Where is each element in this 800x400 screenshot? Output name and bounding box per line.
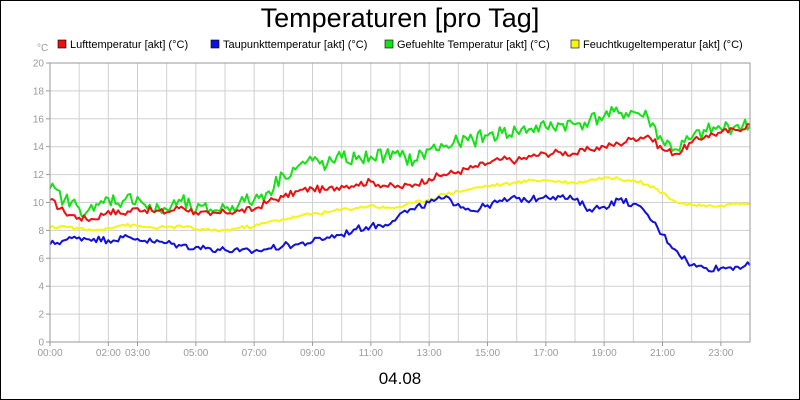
chart-title: Temperaturen [pro Tag] [261,3,540,33]
y-tick-label: 18 [33,86,45,97]
x-tick-label: 19:00 [592,348,617,359]
legend-swatch [384,39,394,49]
legend-label: Taupunkttemperatur [akt] (°C) [223,39,367,51]
y-tick-label: 20 [33,59,45,70]
y-tick-label: 10 [33,198,45,209]
series-line [49,106,751,218]
grid-lines [49,62,751,343]
y-tick-label: 12 [33,170,45,181]
legend-swatch [570,39,580,49]
x-tick-label: 23:00 [708,348,733,359]
y-axis-ticks: 0 2 4 6 8 10 12 14 16 18 20 [33,59,50,349]
x-tick-label: 07:00 [242,348,267,359]
legend-label: Feuchtkugeltemperatur [akt] (°C) [583,39,743,51]
legend-swatch [57,39,67,49]
y-tick-label: 8 [38,226,44,237]
y-tick-label: 14 [33,142,45,153]
legend: Lufttemperatur [akt] (°C) Taupunkttempera… [57,39,743,51]
series-line [49,176,751,233]
series-line [49,194,751,273]
y-tick-label: 16 [33,114,45,125]
date-label: 04.08 [379,369,422,388]
x-tick-label: 13:00 [417,348,442,359]
x-tick-label: 05:00 [183,348,208,359]
x-axis-ticks: 00:00 02:00 03:00 05:00 07:00 09:00 11:00 13:00… [37,342,734,359]
legend-label: Lufttemperatur [akt] (°C) [70,39,188,51]
x-tick-label: 02:00 [96,348,121,359]
y-tick-label: 0 [38,338,44,349]
y-tick-label: 4 [38,282,44,293]
y-axis-unit: °C [37,43,48,54]
x-tick-label: 21:00 [650,348,675,359]
x-tick-label: 17:00 [533,348,558,359]
x-tick-label: 15:00 [475,348,500,359]
series-lines [49,106,751,273]
legend-swatch [210,39,220,49]
legend-label: Gefuehlte Temperatur [akt] (°C) [397,39,550,51]
x-tick-label: 00:00 [37,348,62,359]
x-tick-label: 09:00 [300,348,325,359]
series-line [49,123,751,222]
x-tick-label: 11:00 [359,348,384,359]
y-tick-label: 6 [38,254,44,265]
x-tick-label: 03:00 [125,348,150,359]
plot-area-border [49,62,751,343]
y-tick-label: 2 [38,310,44,321]
